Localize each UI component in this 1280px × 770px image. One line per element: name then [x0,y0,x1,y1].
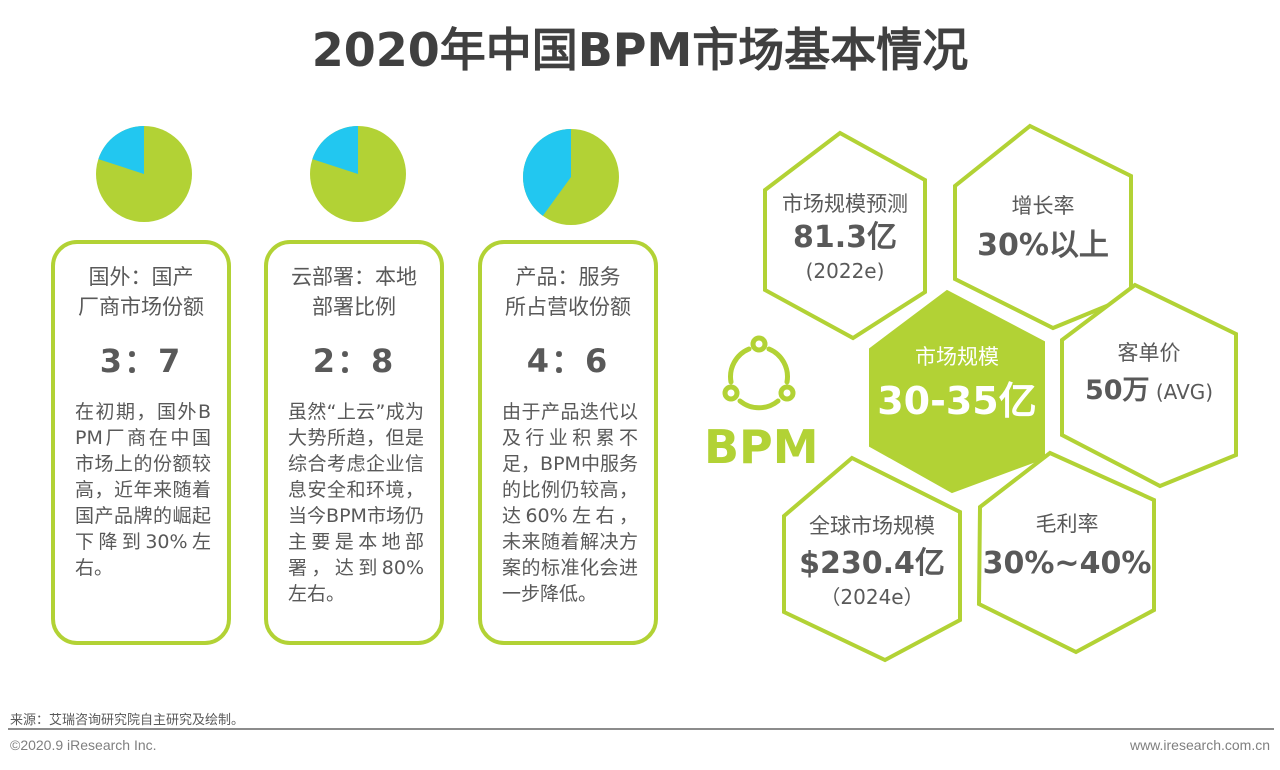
pie-chart-foreign-domestic [95,125,193,223]
hex-global-content: 全球市场规模 $230.4亿 （2024e） [784,512,960,610]
pie-svg [96,126,192,222]
card-product-service: 产品：服务 所占营收份额 4：6 由于产品迭代以及行业积累不足，BPM中服务的比… [478,240,658,645]
card-ratio: 3：7 [99,342,183,380]
page-title: 2020年中国BPM市场基本情况 [311,23,969,77]
source-note: 来源：艾瑞咨询研究院自主研究及绘制。 [10,713,245,728]
pie-slice-product [523,129,571,216]
card-title-line2: 所占营收份额 [505,295,631,319]
card-cloud-local: 云部署：本地 部署比例 2：8 虽然“上云”成为大势所趋，但是综合考虑企业信息安… [264,240,444,645]
card-title-line1: 云部署：本地 [291,265,417,289]
hexagon-unit-price [1060,282,1238,489]
bpm-label: BPM [704,420,819,474]
hex-growth-value: 30%以上 [977,228,1109,263]
hex-margin-value: 30%~40% [982,546,1152,581]
card-title-line2: 部署比例 [312,295,396,319]
pie-chart-cloud-local [309,125,407,223]
hex-global-value: $230.4亿 [799,546,945,581]
hex-unit-price-content: 客单价 50万 (AVG) [1062,339,1236,412]
hex-global-sub: （2024e） [820,585,924,609]
hexagon-forecast [763,130,927,341]
hex-center-content: 市场规模 30-35亿 [870,343,1044,425]
hex-unit-price-value-row: 50万 (AVG) [1062,371,1236,412]
hex-unit-price-suffix: (AVG) [1149,380,1214,404]
card-title: 产品：服务 所占营收份额 [482,262,654,322]
card-ratio: 2：8 [312,342,396,380]
card-body: 虽然“上云”成为大势所趋，但是综合考虑企业信息安全和环境，当今BPM市场仍主要是… [288,401,424,605]
card-body: 在初期，国外BPM厂商在中国市场上的份额较高，近年来随着国产品牌的崛起下降到30… [75,401,211,579]
copyright: ©2020.9 iResearch Inc. [10,737,157,753]
hex-center-value: 30-35亿 [877,379,1037,423]
hex-forecast-sub: (2022e) [805,259,885,283]
pie-chart-product-service [522,128,620,226]
pie-svg [310,126,406,222]
hex-unit-price-value: 50万 [1084,375,1150,406]
hex-growth-label: 增长率 [1011,194,1075,218]
website-link[interactable]: www.iresearch.com.cn [1129,737,1270,753]
pie-svg [523,129,619,225]
hex-forecast-value: 81.3亿 [792,220,898,255]
card-title: 云部署：本地 部署比例 [268,262,440,322]
card-ratio: 4：6 [526,342,610,380]
hex-center-label: 市场规模 [915,345,999,369]
card-title-line1: 国外：国产 [88,265,194,289]
hexagon-growth [953,123,1133,331]
card-body: 由于产品迭代以及行业积累不足，BPM中服务的比例仍较高，达60%左右，未来随着解… [502,401,638,605]
card-foreign-domestic: 国外：国产 厂商市场份额 3：7 在初期，国外BPM厂商在中国市场上的份额较高，… [51,240,231,645]
hexagon-global [782,455,962,663]
footer-divider [8,728,1274,730]
hex-unit-price-label: 客单价 [1117,341,1181,365]
card-title-line1: 产品：服务 [515,265,621,289]
hex-margin-content: 毛利率 30%~40% [979,510,1155,584]
card-title-line2: 厂商市场份额 [78,295,204,319]
pie-slice-cloud [312,126,358,174]
hex-forecast-content: 市场规模预测 81.3亿 (2022e) [765,190,925,284]
bpm-network-icon [722,335,796,411]
hexagon-margin [976,450,1156,655]
hexagon-center [869,289,1045,494]
card-title: 国外：国产 厂商市场份额 [55,262,227,322]
hex-growth-content: 增长率 30%以上 [955,192,1131,266]
pie-slice-foreign [98,126,144,174]
hex-forecast-label: 市场规模预测 [782,192,908,216]
hex-global-label: 全球市场规模 [809,514,935,538]
hex-margin-label: 毛利率 [1035,512,1099,536]
